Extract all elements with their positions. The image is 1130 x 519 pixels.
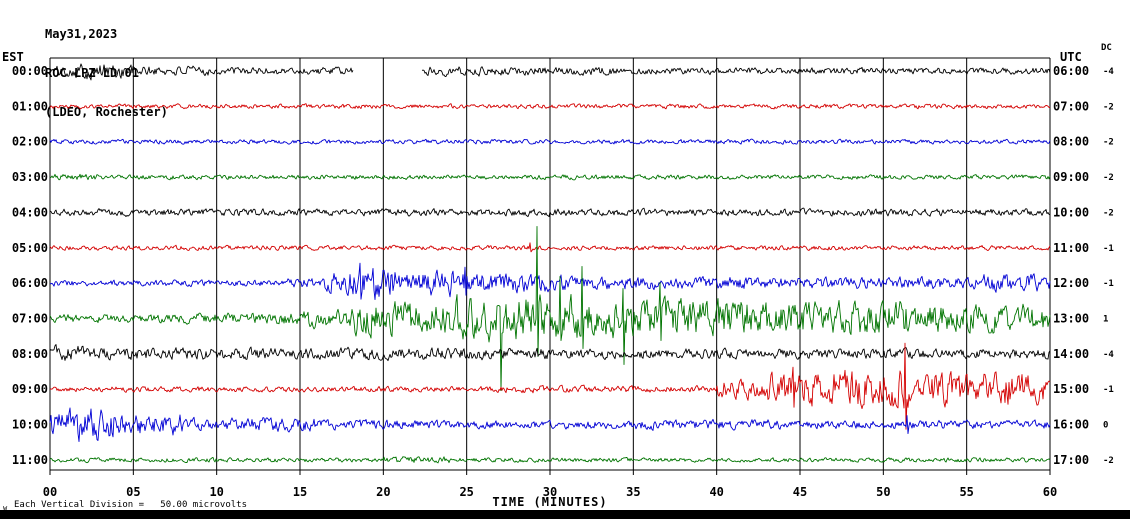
trace-00:00 (49, 63, 1051, 81)
right-timezone-label: UTC (1060, 50, 1082, 64)
est-hour-label: 02:00 (12, 135, 48, 149)
est-hour-label: 00:00 (12, 64, 48, 78)
scale-prefix-glyph: w (3, 504, 8, 512)
trace-01:00 (49, 103, 1051, 110)
trace-03:00 (49, 173, 1051, 181)
x-tick-label: 10 (209, 485, 223, 499)
trace-02:00 (49, 138, 1051, 145)
trace-04:00 (49, 207, 1051, 218)
utc-hour-label: 08:00 (1053, 135, 1089, 149)
est-hour-label: 09:00 (12, 382, 48, 396)
x-tick-label: 05 (126, 485, 140, 499)
x-tick-label: 20 (376, 485, 390, 499)
x-tick-label: 50 (876, 485, 890, 499)
dc-offset-value: -2 (1103, 456, 1114, 466)
dc-offset-value: -4 (1103, 67, 1114, 77)
utc-hour-label: 09:00 (1053, 170, 1089, 184)
dc-offset-value: 0 (1103, 421, 1108, 431)
dc-column-label: DC (1101, 43, 1112, 53)
trace-09:00 (49, 342, 1051, 430)
est-hour-label: 08:00 (12, 347, 48, 361)
dc-offset-value: -2 (1103, 208, 1114, 218)
dc-offset-value: -1 (1103, 279, 1114, 289)
est-hour-label: 03:00 (12, 170, 48, 184)
est-hour-label: 01:00 (12, 99, 48, 113)
dc-offset-value: -2 (1103, 173, 1114, 183)
left-timezone-label: EST (2, 50, 24, 64)
x-tick-label: 30 (543, 485, 557, 499)
trace-11:00 (49, 456, 1051, 464)
bottom-border-bar (0, 510, 1130, 519)
x-tick-label: 35 (626, 485, 640, 499)
title-network: (LDEO, Rochester) (45, 105, 168, 119)
x-tick-label: 40 (709, 485, 723, 499)
vertical-division-note: Each Vertical Division = 50.00 microvolt… (14, 500, 247, 510)
utc-hour-label: 11:00 (1053, 241, 1089, 255)
est-hour-label: 11:00 (12, 453, 48, 467)
trace-07:00 (49, 226, 1051, 391)
utc-hour-label: 14:00 (1053, 347, 1089, 361)
est-hour-label: 04:00 (12, 205, 48, 219)
trace-10:00 (49, 407, 1051, 443)
est-hour-label: 05:00 (12, 241, 48, 255)
utc-hour-label: 06:00 (1053, 64, 1089, 78)
utc-hour-label: 10:00 (1053, 205, 1089, 219)
x-tick-label: 00 (43, 485, 57, 499)
dc-offset-value: -1 (1103, 244, 1114, 254)
est-hour-label: 10:00 (12, 418, 48, 432)
utc-hour-label: 17:00 (1053, 453, 1089, 467)
dc-offset-value: 1 (1103, 315, 1108, 325)
x-tick-label: 60 (1043, 485, 1057, 499)
title-date: May31,2023 (45, 27, 118, 41)
utc-hour-label: 12:00 (1053, 276, 1089, 290)
trace-06:00 (49, 262, 1051, 301)
x-tick-label: 45 (793, 485, 807, 499)
x-tick-label: 15 (293, 485, 307, 499)
utc-hour-label: 07:00 (1053, 99, 1089, 113)
trace-08:00 (49, 344, 1051, 362)
dc-offset-value: -4 (1103, 350, 1114, 360)
trace-05:00 (49, 242, 1051, 253)
dc-offset-value: -1 (1103, 385, 1114, 395)
utc-hour-label: 16:00 (1053, 418, 1089, 432)
est-hour-label: 07:00 (12, 312, 48, 326)
utc-hour-label: 15:00 (1053, 382, 1089, 396)
x-axis-title: TIME (MINUTES) (492, 495, 608, 509)
x-tick-label: 55 (959, 485, 973, 499)
utc-hour-label: 13:00 (1053, 312, 1089, 326)
dc-offset-value: -2 (1103, 102, 1114, 112)
x-tick-label: 25 (459, 485, 473, 499)
dc-offset-value: -2 (1103, 138, 1114, 148)
est-hour-label: 06:00 (12, 276, 48, 290)
